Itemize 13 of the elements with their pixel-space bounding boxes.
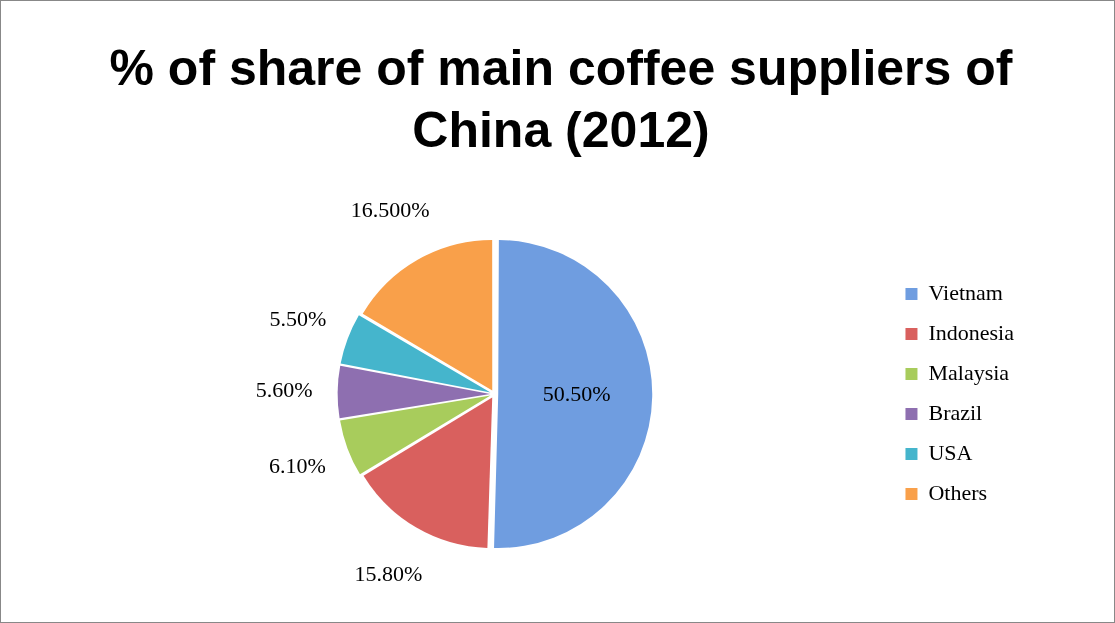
- data-label: 5.60%: [255, 377, 313, 403]
- data-label: 5.50%: [269, 305, 327, 331]
- data-label: 6.10%: [268, 452, 326, 478]
- legend-label: Brazil: [928, 399, 983, 425]
- data-label: 50.50%: [542, 381, 611, 407]
- chart-title: % of share of main coffee suppliers of China (2012): [108, 39, 1014, 160]
- legend-label: Malaysia: [928, 359, 1010, 385]
- legend-label: Others: [928, 479, 988, 505]
- data-label: 16.500%: [350, 197, 430, 223]
- legend-label: Indonesia: [928, 319, 1015, 345]
- legend-label: USA: [928, 439, 973, 465]
- data-label: 15.80%: [354, 561, 423, 587]
- legend-label: Vietnam: [928, 279, 1003, 305]
